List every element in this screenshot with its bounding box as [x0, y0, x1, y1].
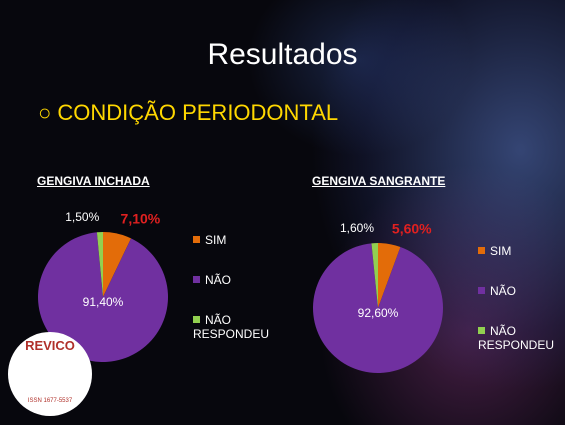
legend-label: SIM	[205, 233, 226, 247]
legend-label: SIM	[490, 244, 511, 258]
logo-issn: ISSN 1677-5537	[8, 398, 92, 404]
data-label: 1,50%	[65, 210, 99, 224]
legend-label: NÃO RESPONDEU	[478, 324, 554, 352]
chart-title: GENGIVA SANGRANTE	[312, 174, 445, 188]
data-label: 1,60%	[340, 221, 374, 235]
legend-swatch	[193, 236, 200, 243]
legend-entry: SIM	[478, 244, 565, 258]
chart-title: GENGIVA INCHADA	[37, 174, 150, 188]
legend-entry: NÃO	[193, 273, 283, 287]
legend-entry: SIM	[193, 233, 283, 247]
slide: Resultados CONDIÇÃO PERIODONTAL 7,10%91,…	[0, 0, 565, 425]
legend-label: NÃO	[490, 284, 516, 298]
data-label: 7,10%	[121, 210, 161, 226]
legend-entry: NÃO RESPONDEU	[478, 324, 565, 352]
data-label: 91,40%	[83, 295, 124, 309]
legend-label: NÃO	[205, 273, 231, 287]
logo: REVICO ISSN 1677-5537	[8, 332, 92, 416]
logo-name: REVICO	[8, 338, 92, 353]
legend-label: NÃO RESPONDEU	[193, 313, 269, 341]
legend-swatch	[193, 316, 200, 323]
legend-entry: NÃO RESPONDEU	[193, 313, 283, 341]
legend-swatch	[478, 327, 485, 334]
legend-swatch	[478, 247, 485, 254]
data-label: 5,60%	[392, 221, 432, 237]
data-label: 92,60%	[358, 306, 399, 320]
legend-swatch	[193, 276, 200, 283]
legend-entry: NÃO	[478, 284, 565, 298]
legend-swatch	[478, 287, 485, 294]
